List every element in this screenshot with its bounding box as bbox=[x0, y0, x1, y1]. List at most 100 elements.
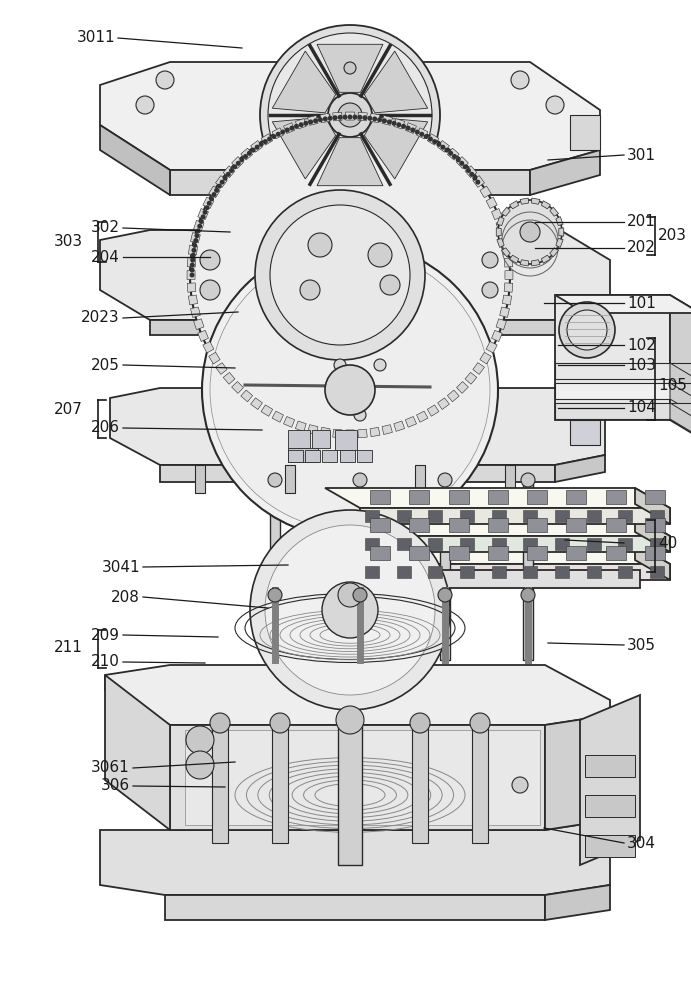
Circle shape bbox=[191, 253, 196, 258]
Text: 102: 102 bbox=[627, 338, 656, 353]
Circle shape bbox=[260, 25, 440, 205]
Polygon shape bbox=[198, 209, 209, 220]
Circle shape bbox=[406, 126, 410, 131]
Circle shape bbox=[463, 164, 468, 169]
Bar bbox=[335, 430, 357, 450]
Polygon shape bbox=[170, 170, 530, 195]
Circle shape bbox=[380, 275, 400, 295]
Polygon shape bbox=[520, 260, 529, 266]
Polygon shape bbox=[555, 295, 691, 313]
Bar bbox=[570, 420, 600, 445]
Bar bbox=[428, 510, 442, 522]
Polygon shape bbox=[382, 425, 392, 434]
Polygon shape bbox=[480, 186, 491, 198]
Circle shape bbox=[444, 148, 449, 153]
Polygon shape bbox=[465, 166, 477, 178]
Polygon shape bbox=[417, 411, 428, 422]
Circle shape bbox=[466, 168, 471, 173]
Polygon shape bbox=[346, 112, 354, 120]
Circle shape bbox=[272, 134, 276, 139]
Circle shape bbox=[338, 115, 343, 120]
Polygon shape bbox=[325, 516, 670, 536]
Circle shape bbox=[232, 164, 237, 169]
Polygon shape bbox=[502, 295, 511, 305]
Bar bbox=[570, 115, 600, 150]
Circle shape bbox=[189, 268, 195, 273]
Bar bbox=[365, 566, 379, 578]
Text: 40: 40 bbox=[658, 536, 677, 550]
Circle shape bbox=[452, 154, 457, 159]
Polygon shape bbox=[504, 258, 513, 267]
Polygon shape bbox=[670, 403, 691, 437]
Bar bbox=[288, 450, 303, 462]
Circle shape bbox=[290, 126, 294, 131]
Polygon shape bbox=[105, 675, 170, 830]
Circle shape bbox=[186, 751, 214, 779]
Bar bbox=[365, 538, 379, 550]
Circle shape bbox=[190, 263, 195, 268]
Polygon shape bbox=[320, 427, 330, 437]
Polygon shape bbox=[520, 198, 529, 204]
Polygon shape bbox=[307, 425, 318, 434]
Bar bbox=[523, 480, 533, 660]
Bar bbox=[618, 538, 632, 550]
Circle shape bbox=[374, 359, 386, 371]
Circle shape bbox=[250, 510, 450, 710]
Circle shape bbox=[285, 127, 290, 132]
Circle shape bbox=[354, 409, 366, 421]
Polygon shape bbox=[364, 51, 428, 113]
Polygon shape bbox=[231, 382, 243, 393]
Bar bbox=[288, 430, 310, 448]
Circle shape bbox=[410, 127, 415, 132]
Bar bbox=[587, 566, 600, 578]
Circle shape bbox=[368, 243, 392, 267]
Circle shape bbox=[276, 132, 281, 137]
Circle shape bbox=[353, 588, 367, 602]
Circle shape bbox=[353, 473, 367, 487]
Circle shape bbox=[328, 116, 332, 121]
Bar bbox=[397, 538, 410, 550]
Polygon shape bbox=[491, 330, 502, 341]
Polygon shape bbox=[261, 134, 273, 145]
Circle shape bbox=[377, 117, 382, 122]
Circle shape bbox=[197, 224, 202, 229]
Polygon shape bbox=[556, 239, 563, 247]
Polygon shape bbox=[283, 417, 294, 427]
Circle shape bbox=[211, 192, 216, 197]
Polygon shape bbox=[502, 245, 511, 255]
Polygon shape bbox=[406, 123, 417, 133]
Circle shape bbox=[387, 119, 392, 124]
Polygon shape bbox=[240, 390, 253, 402]
Circle shape bbox=[559, 302, 615, 358]
Circle shape bbox=[392, 121, 397, 126]
Polygon shape bbox=[370, 427, 380, 437]
Polygon shape bbox=[295, 421, 306, 431]
Polygon shape bbox=[110, 388, 605, 465]
Polygon shape bbox=[500, 307, 509, 317]
Polygon shape bbox=[198, 330, 209, 341]
Circle shape bbox=[192, 243, 198, 248]
Bar bbox=[523, 566, 538, 578]
Polygon shape bbox=[670, 363, 691, 397]
Polygon shape bbox=[261, 405, 273, 416]
Polygon shape bbox=[670, 295, 691, 438]
Polygon shape bbox=[556, 217, 563, 225]
Circle shape bbox=[318, 117, 323, 122]
Bar bbox=[340, 450, 355, 462]
Bar bbox=[409, 518, 429, 532]
Polygon shape bbox=[185, 730, 540, 825]
Circle shape bbox=[239, 157, 245, 162]
Polygon shape bbox=[193, 220, 204, 231]
Circle shape bbox=[410, 713, 430, 733]
Polygon shape bbox=[360, 508, 670, 524]
Polygon shape bbox=[635, 488, 670, 524]
Text: 205: 205 bbox=[91, 358, 120, 372]
Polygon shape bbox=[486, 342, 498, 353]
Bar bbox=[415, 465, 425, 493]
Circle shape bbox=[265, 525, 435, 695]
Bar bbox=[460, 538, 474, 550]
Circle shape bbox=[258, 142, 264, 147]
Text: 209: 209 bbox=[91, 628, 120, 643]
Circle shape bbox=[313, 118, 318, 123]
Polygon shape bbox=[560, 310, 610, 335]
